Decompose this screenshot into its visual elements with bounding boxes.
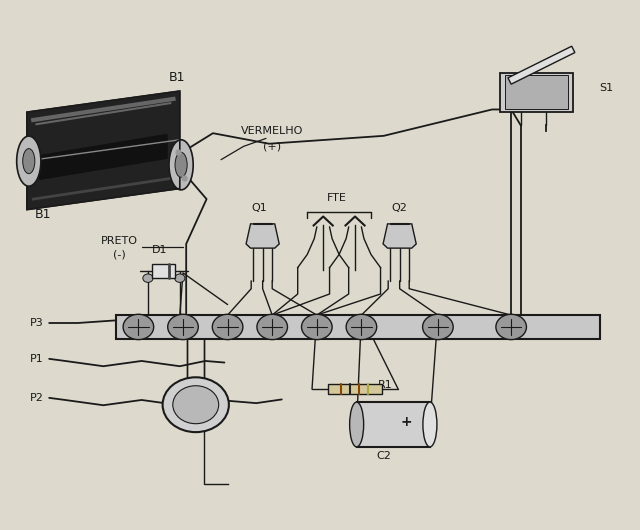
- Circle shape: [123, 314, 154, 340]
- Ellipse shape: [423, 402, 437, 447]
- Text: PRETO: PRETO: [100, 236, 138, 246]
- Text: P1: P1: [29, 354, 44, 364]
- Ellipse shape: [23, 148, 35, 174]
- Circle shape: [168, 314, 198, 340]
- Ellipse shape: [175, 152, 187, 178]
- Text: Q1: Q1: [252, 203, 268, 213]
- Circle shape: [173, 386, 219, 423]
- Circle shape: [422, 314, 453, 340]
- Text: B1: B1: [168, 72, 185, 84]
- Circle shape: [257, 314, 287, 340]
- Text: (+): (+): [263, 142, 281, 152]
- Text: C2: C2: [376, 451, 391, 461]
- Ellipse shape: [17, 136, 41, 186]
- Bar: [116, 315, 600, 339]
- Bar: [356, 402, 430, 447]
- Circle shape: [175, 274, 185, 282]
- Ellipse shape: [169, 140, 193, 190]
- Bar: [152, 264, 175, 278]
- Text: Q2: Q2: [392, 203, 408, 213]
- Text: (-): (-): [113, 250, 125, 260]
- Ellipse shape: [349, 402, 364, 447]
- Text: +: +: [400, 415, 412, 429]
- Circle shape: [346, 314, 377, 340]
- Polygon shape: [246, 224, 279, 248]
- Text: FTE: FTE: [327, 192, 347, 202]
- Text: B1: B1: [35, 208, 51, 222]
- Circle shape: [143, 274, 153, 282]
- Text: R1: R1: [378, 379, 392, 390]
- Circle shape: [212, 314, 243, 340]
- Polygon shape: [40, 135, 167, 179]
- Text: P3: P3: [29, 318, 44, 328]
- Text: D1: D1: [152, 245, 167, 255]
- Circle shape: [163, 377, 229, 432]
- Circle shape: [301, 314, 332, 340]
- Text: VERMELHO: VERMELHO: [241, 126, 303, 136]
- Bar: [500, 73, 573, 112]
- Polygon shape: [27, 91, 180, 210]
- Bar: [328, 384, 382, 394]
- Polygon shape: [383, 224, 416, 248]
- Polygon shape: [508, 46, 575, 84]
- Circle shape: [496, 314, 527, 340]
- Bar: [505, 75, 568, 109]
- Text: S1: S1: [600, 83, 614, 93]
- Text: C1: C1: [183, 418, 198, 428]
- Text: P2: P2: [29, 393, 44, 403]
